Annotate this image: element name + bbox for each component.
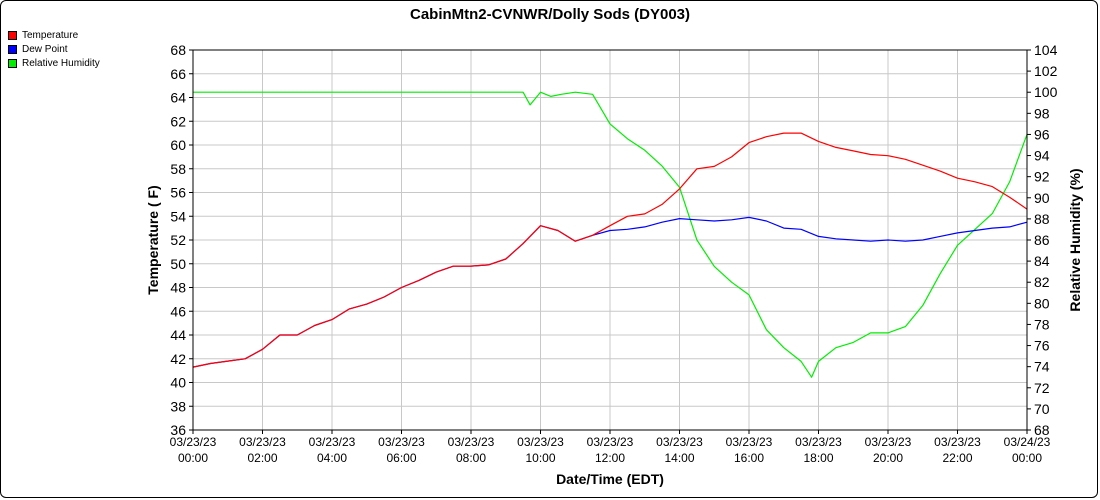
y-tick-label: 42	[170, 351, 186, 367]
y-axis-label: Temperature ( F)	[145, 185, 161, 294]
y2-axis-ticks: 68 70 72 74 76 78 80 82 84 86 88 90 92 94 96 98 100 102 10…	[1027, 42, 1058, 438]
y2-tick-label: 82	[1034, 274, 1050, 290]
y2-tick-label: 96	[1034, 126, 1050, 142]
y-tick-label: 58	[170, 161, 186, 177]
x-tick-label-time: 16:00	[734, 451, 764, 465]
x-tick-label-time: 02:00	[247, 451, 277, 465]
y-tick-label: 44	[170, 327, 186, 343]
y-tick-label: 54	[170, 208, 186, 224]
y-tick-label: 62	[170, 113, 186, 129]
legend-label: Relative Humidity	[22, 57, 100, 69]
x-tick-label-time: 10:00	[525, 451, 555, 465]
x-tick-label-time: 00:00	[1012, 451, 1042, 465]
y-tick-label: 40	[170, 375, 186, 391]
legend: Temperature Dew Point Relative Humidity	[8, 28, 100, 70]
temperature-line	[192, 132, 1028, 368]
dew-point-swatch	[8, 44, 17, 54]
x-tick-label-date: 03/23/23	[239, 435, 286, 449]
y2-tick-label: 74	[1034, 359, 1050, 375]
x-tick-label-date: 03/23/23	[378, 435, 425, 449]
x-tick-label-date: 03/23/23	[726, 435, 773, 449]
y-tick-label: 52	[170, 232, 186, 248]
x-axis-label: Date/Time (EDT)	[556, 471, 664, 487]
legend-item-dew-point: Dew Point	[8, 42, 100, 56]
relative-humidity-swatch	[8, 58, 17, 68]
y-tick-label: 60	[170, 137, 186, 153]
y2-tick-label: 92	[1034, 169, 1050, 185]
y-tick-label: 36	[170, 422, 186, 438]
legend-item-relative-humidity: Relative Humidity	[8, 56, 100, 70]
temperature-swatch	[8, 30, 17, 40]
y2-tick-label: 72	[1034, 380, 1050, 396]
y2-axis-label: Relative Humidity (%)	[1067, 168, 1083, 311]
x-tick-label-time: 22:00	[942, 451, 972, 465]
y-tick-label: 64	[170, 90, 186, 106]
y2-tick-label: 76	[1034, 338, 1050, 354]
chart-title: CabinMtn2-CVNWR/Dolly Sods (DY003)	[410, 6, 690, 23]
x-tick-label-date: 03/23/23	[865, 435, 912, 449]
y2-tick-label: 70	[1034, 401, 1050, 417]
x-tick-label-date: 03/23/23	[795, 435, 842, 449]
x-tick-label-time: 00:00	[178, 451, 208, 465]
relative-humidity-line	[193, 91, 1028, 378]
y2-tick-label: 94	[1034, 148, 1050, 164]
y-tick-label: 38	[170, 398, 186, 414]
x-tick-label-time: 06:00	[386, 451, 416, 465]
y2-tick-label: 68	[1034, 422, 1050, 438]
y2-tick-label: 84	[1034, 253, 1050, 269]
y2-tick-label: 98	[1034, 105, 1050, 121]
y-tick-label: 68	[170, 42, 186, 58]
x-tick-label-date: 03/23/23	[309, 435, 356, 449]
y2-tick-label: 88	[1034, 211, 1050, 227]
y-tick-label: 66	[170, 66, 186, 82]
y2-tick-label: 90	[1034, 190, 1050, 206]
legend-item-temperature: Temperature	[8, 28, 100, 42]
x-tick-label-date: 03/23/23	[656, 435, 703, 449]
x-tick-label-date: 03/23/23	[517, 435, 564, 449]
x-tick-label-time: 18:00	[803, 451, 833, 465]
x-tick-label-time: 08:00	[456, 451, 486, 465]
y2-tick-label: 80	[1034, 295, 1050, 311]
y-tick-label: 50	[170, 256, 186, 272]
y2-tick-label: 86	[1034, 232, 1050, 248]
y-tick-label: 46	[170, 303, 186, 319]
y2-tick-label: 78	[1034, 316, 1050, 332]
legend-label: Dew Point	[22, 43, 68, 55]
x-tick-label-time: 20:00	[873, 451, 903, 465]
y-tick-label: 56	[170, 185, 186, 201]
x-tick-label-date: 03/24/23	[1004, 435, 1051, 449]
y2-tick-label: 100	[1034, 84, 1058, 100]
y-tick-label: 48	[170, 280, 186, 296]
x-tick-label-date: 03/23/23	[170, 435, 217, 449]
series-lines	[192, 91, 1028, 378]
x-axis-ticks: 03/23/23 00:00 03/23/23 02:00 03/23/23 04:00 0…	[170, 430, 1051, 465]
y2-tick-label: 102	[1034, 63, 1058, 79]
legend-label: Temperature	[22, 29, 79, 41]
y-axis-ticks: 36 38 40 42 44 46 48 50 52 54 56 58 60 62 64 66 68	[170, 42, 193, 438]
x-tick-label-date: 03/23/23	[448, 435, 495, 449]
y2-tick-label: 104	[1034, 42, 1058, 58]
x-tick-label-time: 04:00	[317, 451, 347, 465]
x-tick-label-date: 03/23/23	[934, 435, 981, 449]
x-tick-label-time: 14:00	[664, 451, 694, 465]
x-tick-label-time: 12:00	[595, 451, 625, 465]
x-tick-label-date: 03/23/23	[587, 435, 634, 449]
